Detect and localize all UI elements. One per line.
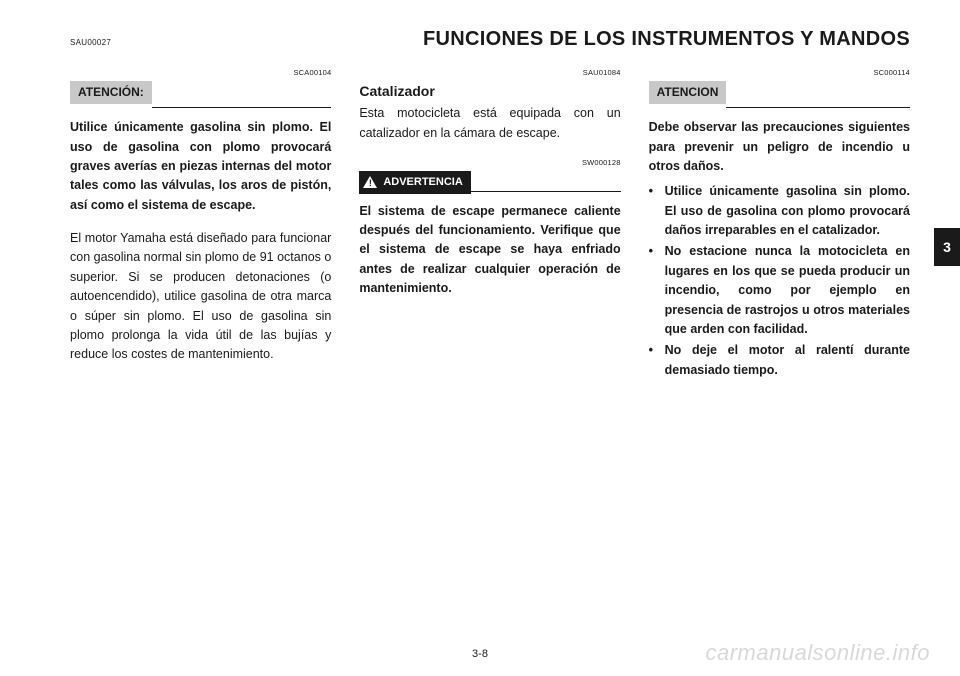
code-sw000128: SW000128 (359, 157, 620, 169)
advertencia-label: ! ADVERTENCIA (359, 171, 470, 194)
atencion2-label-row: ATENCION (649, 81, 910, 111)
header-code: SAU00027 (70, 38, 111, 47)
col2-intro-text: Esta motocicleta está equipada con un ca… (359, 104, 620, 143)
warning-triangle-icon: ! (363, 176, 377, 188)
atencion-label: ATENCIÓN: (70, 81, 152, 105)
catalizador-heading: Catalizador (359, 81, 620, 103)
col2-warning-text: El sistema de escape permanece caliente … (359, 202, 620, 299)
col1-body-text: El motor Yamaha está diseñado para funci… (70, 229, 331, 365)
code-sca00104: SCA00104 (70, 67, 331, 79)
atencion-label-row: ATENCIÓN: (70, 81, 331, 111)
page-title: FUNCIONES DE LOS INSTRUMENTOS Y MANDOS (423, 28, 910, 51)
section-tab: 3 (934, 228, 960, 266)
list-item: •Utilice únicamente gasolina sin plomo. … (649, 182, 910, 240)
code-sau01084: SAU01084 (359, 67, 620, 79)
list-item: •No estacione nunca la motoci­cleta en l… (649, 242, 910, 339)
list-item: •No deje el motor al ralentí durante dem… (649, 341, 910, 380)
atencion-rule (152, 107, 332, 108)
atencion2-rule (726, 107, 910, 108)
header: SAU00027 FUNCIONES DE LOS INSTRUMENTOS Y… (70, 28, 910, 51)
page-number: 3-8 (0, 648, 960, 660)
columns: SCA00104 ATENCIÓN: Utilice únicamente ga… (70, 67, 910, 382)
bullet-text: No deje el motor al ralentí durante dema… (665, 341, 910, 380)
column-1: SCA00104 ATENCIÓN: Utilice únicamente ga… (70, 67, 331, 382)
bullet-text: Utilice únicamente gasolina sin plomo. E… (665, 182, 910, 240)
advertencia-text: ADVERTENCIA (383, 174, 462, 191)
code-sc000114: SC000114 (649, 67, 910, 79)
page: SAU00027 FUNCIONES DE LOS INSTRUMENTOS Y… (0, 0, 960, 676)
advertencia-label-row: ! ADVERTENCIA (359, 171, 620, 194)
column-3: SC000114 ATENCION Debe observar las prec… (649, 67, 910, 382)
col3-intro-text: Debe observar las precauciones siguiente… (649, 118, 910, 176)
atencion2-label: ATENCION (649, 81, 727, 105)
advertencia-rule (471, 191, 621, 192)
bullet-text: No estacione nunca la motoci­cleta en lu… (665, 242, 910, 339)
column-2: SAU01084 Catalizador Esta motocicleta es… (359, 67, 620, 382)
col1-warning-text: Utilice únicamente gasolina sin plomo. E… (70, 118, 331, 215)
col3-bullet-list: •Utilice únicamente gasolina sin plomo. … (649, 182, 910, 380)
